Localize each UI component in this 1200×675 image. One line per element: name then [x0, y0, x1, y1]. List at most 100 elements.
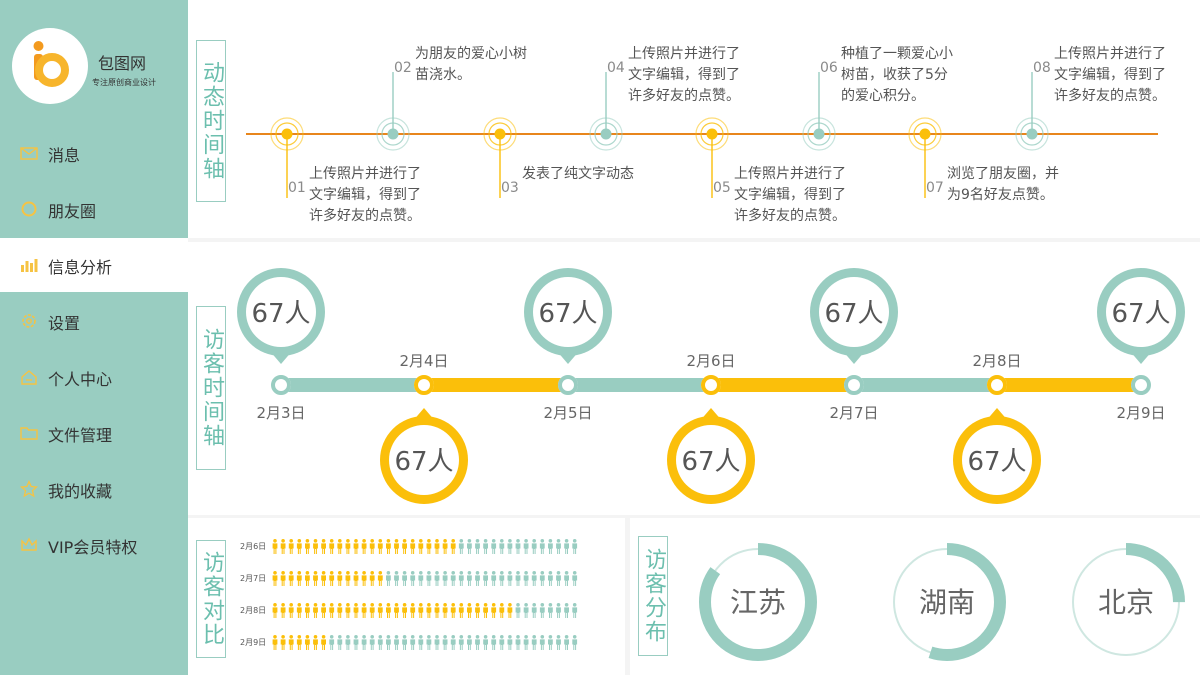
home-icon [20, 368, 38, 386]
person-icon [313, 571, 318, 586]
person-icon [272, 571, 278, 586]
visitor-node [1131, 375, 1151, 395]
person-icon [313, 603, 318, 618]
person-icon [353, 635, 359, 650]
event-text-line: 许多好友的点赞。 [734, 208, 846, 224]
event-number: 01 [288, 180, 306, 196]
timeline-event-08 [1015, 72, 1049, 151]
visitor-node [987, 375, 1007, 395]
person-icon [572, 603, 578, 618]
sidebar-item-8[interactable]: VIP会员特权 [0, 518, 188, 572]
person-icon [313, 635, 318, 650]
visitor-segment [568, 378, 711, 392]
sidebar-item-label: 个人中心 [48, 370, 113, 389]
person-icon [272, 539, 278, 554]
person-icon [483, 539, 488, 554]
person-icon [337, 571, 343, 586]
sidebar-item-3[interactable]: 信息分析 [0, 238, 188, 292]
visitor-date: 2月9日 [1116, 404, 1166, 422]
region-ring-2: 湖南 [888, 543, 1006, 661]
person-icon [434, 539, 440, 554]
person-icon [491, 571, 497, 586]
compare-row-icons [272, 603, 578, 618]
event-text-line: 许多好友的点赞。 [1054, 88, 1166, 104]
person-icon [515, 603, 521, 618]
person-icon [321, 635, 326, 650]
person-icon [337, 603, 343, 618]
visitor-count: 67人 [538, 299, 597, 329]
event-text-line: 上传照片并进行了 [1054, 46, 1166, 62]
person-icon [539, 539, 545, 554]
person-icon [442, 571, 448, 586]
person-icon [280, 571, 286, 586]
event-text-line: 文字编辑，得到了 [1054, 67, 1166, 83]
person-icon [345, 539, 351, 554]
person-icon [296, 539, 302, 554]
person-icon [556, 539, 561, 554]
person-icon [353, 603, 359, 618]
person-icon [458, 539, 464, 554]
sidebar-item-5[interactable]: 个人中心 [0, 350, 188, 404]
visitor-timeline-graphic: 67人 67人 67人 67人 67人 67人 67人 [237, 268, 1185, 504]
person-icon [361, 635, 367, 650]
person-icon [499, 603, 505, 618]
event-text-line: 浏览了朋友圈，并 [947, 166, 1059, 182]
person-icon [321, 539, 326, 554]
event-dot [1026, 128, 1038, 140]
sidebar-item-7[interactable]: 我的收藏 [0, 462, 188, 516]
region-name: 北京 [1098, 586, 1154, 619]
visitor-bubble-inner [389, 425, 459, 495]
event-text-line: 的爱心积分。 [841, 88, 925, 104]
person-icon [280, 603, 286, 618]
person-icon [410, 603, 416, 618]
person-icon [442, 635, 448, 650]
timeline-event-01 [270, 117, 304, 198]
region-ring-arc [699, 543, 817, 661]
person-icon [345, 603, 351, 618]
sidebar-item-4[interactable]: 设置 [0, 294, 188, 348]
person-icon [386, 571, 391, 586]
person-icon [475, 571, 480, 586]
person-icon [523, 603, 529, 618]
person-icon [507, 539, 513, 554]
person-icon [345, 571, 351, 586]
person-icon [394, 571, 399, 586]
visitor-segment [997, 378, 1141, 392]
person-icon [467, 571, 472, 586]
person-icon [402, 539, 407, 554]
person-icon [410, 635, 416, 650]
person-icon [280, 539, 286, 554]
person-icon [499, 635, 505, 650]
sidebar-item-6[interactable]: 文件管理 [0, 406, 188, 460]
person-icon [321, 571, 326, 586]
event-dot [919, 128, 931, 140]
brand-name: 包图网 [98, 54, 147, 73]
person-icon [296, 603, 302, 618]
person-icon [353, 571, 359, 586]
person-icon [386, 635, 391, 650]
person-icon [410, 571, 416, 586]
visitor-point-6: 67人 [953, 375, 1041, 504]
person-icon [329, 571, 335, 586]
person-icon [531, 571, 537, 586]
visitor-date: 2月5日 [543, 404, 593, 422]
person-icon [288, 635, 294, 650]
sidebar: 包图网 专注原创商业设计 消息 朋友圈 信息分析 设置 个人中心 文件管理 我的收藏 VIP会… [0, 0, 188, 675]
person-icon [434, 635, 440, 650]
person-icon [523, 539, 529, 554]
sidebar-item-label: 消息 [48, 146, 81, 165]
visitor-bubble-inner [819, 277, 889, 347]
event-text-line: 为朋友的爱心小树 [415, 46, 527, 62]
person-icon [426, 603, 432, 618]
sidebar-item-1[interactable]: 消息 [0, 126, 188, 180]
visitor-point-4: 67人 [667, 375, 755, 504]
person-icon [483, 635, 488, 650]
event-dot [387, 128, 399, 140]
visitor-segment [281, 378, 424, 392]
person-icon [483, 571, 488, 586]
person-icon [402, 603, 407, 618]
sidebar-item-2[interactable]: 朋友圈 [0, 182, 188, 236]
sidebar-item-label: 设置 [48, 314, 81, 333]
person-icon [491, 603, 497, 618]
visitor-count: 67人 [1111, 299, 1170, 329]
